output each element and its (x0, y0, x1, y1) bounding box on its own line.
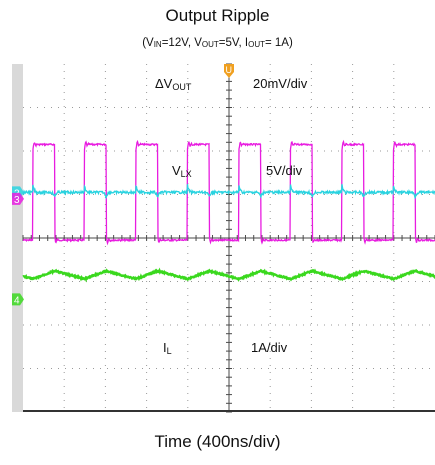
scale-label-dvout: 20mV/div (253, 76, 308, 91)
channel-marker-4 (12, 293, 24, 306)
trigger-marker-label: U (226, 65, 233, 75)
scope-traces (22, 139, 435, 283)
trace-dvout (22, 184, 435, 200)
series-label-dvout: ΔVOUT (155, 76, 192, 92)
chart-title: Output Ripple (165, 6, 270, 25)
trace-il (22, 267, 435, 283)
trigger-marker (224, 64, 234, 78)
x-axis-label: Time (400ns/div) (154, 432, 281, 451)
series-label-il: IL (163, 340, 172, 356)
trace-annotations: ΔVOUT 20mV/div VLX 5V/div IL 1A/div (155, 76, 308, 356)
channel-marker-label: 3 (14, 195, 20, 206)
trace-vlx (22, 139, 435, 246)
scale-label-vlx: 5V/div (266, 163, 303, 178)
scale-label-il: 1A/div (251, 340, 288, 355)
left-margin-strip (12, 64, 23, 412)
channel-marker-3 (12, 192, 24, 205)
chart-subtitle: (VIN=12V, VOUT=5V, IOUT= 1A) (142, 37, 293, 49)
channel-marker-label: 4 (14, 295, 20, 306)
series-label-vlx: VLX (172, 163, 192, 179)
channel-markers: 234U (12, 64, 234, 306)
